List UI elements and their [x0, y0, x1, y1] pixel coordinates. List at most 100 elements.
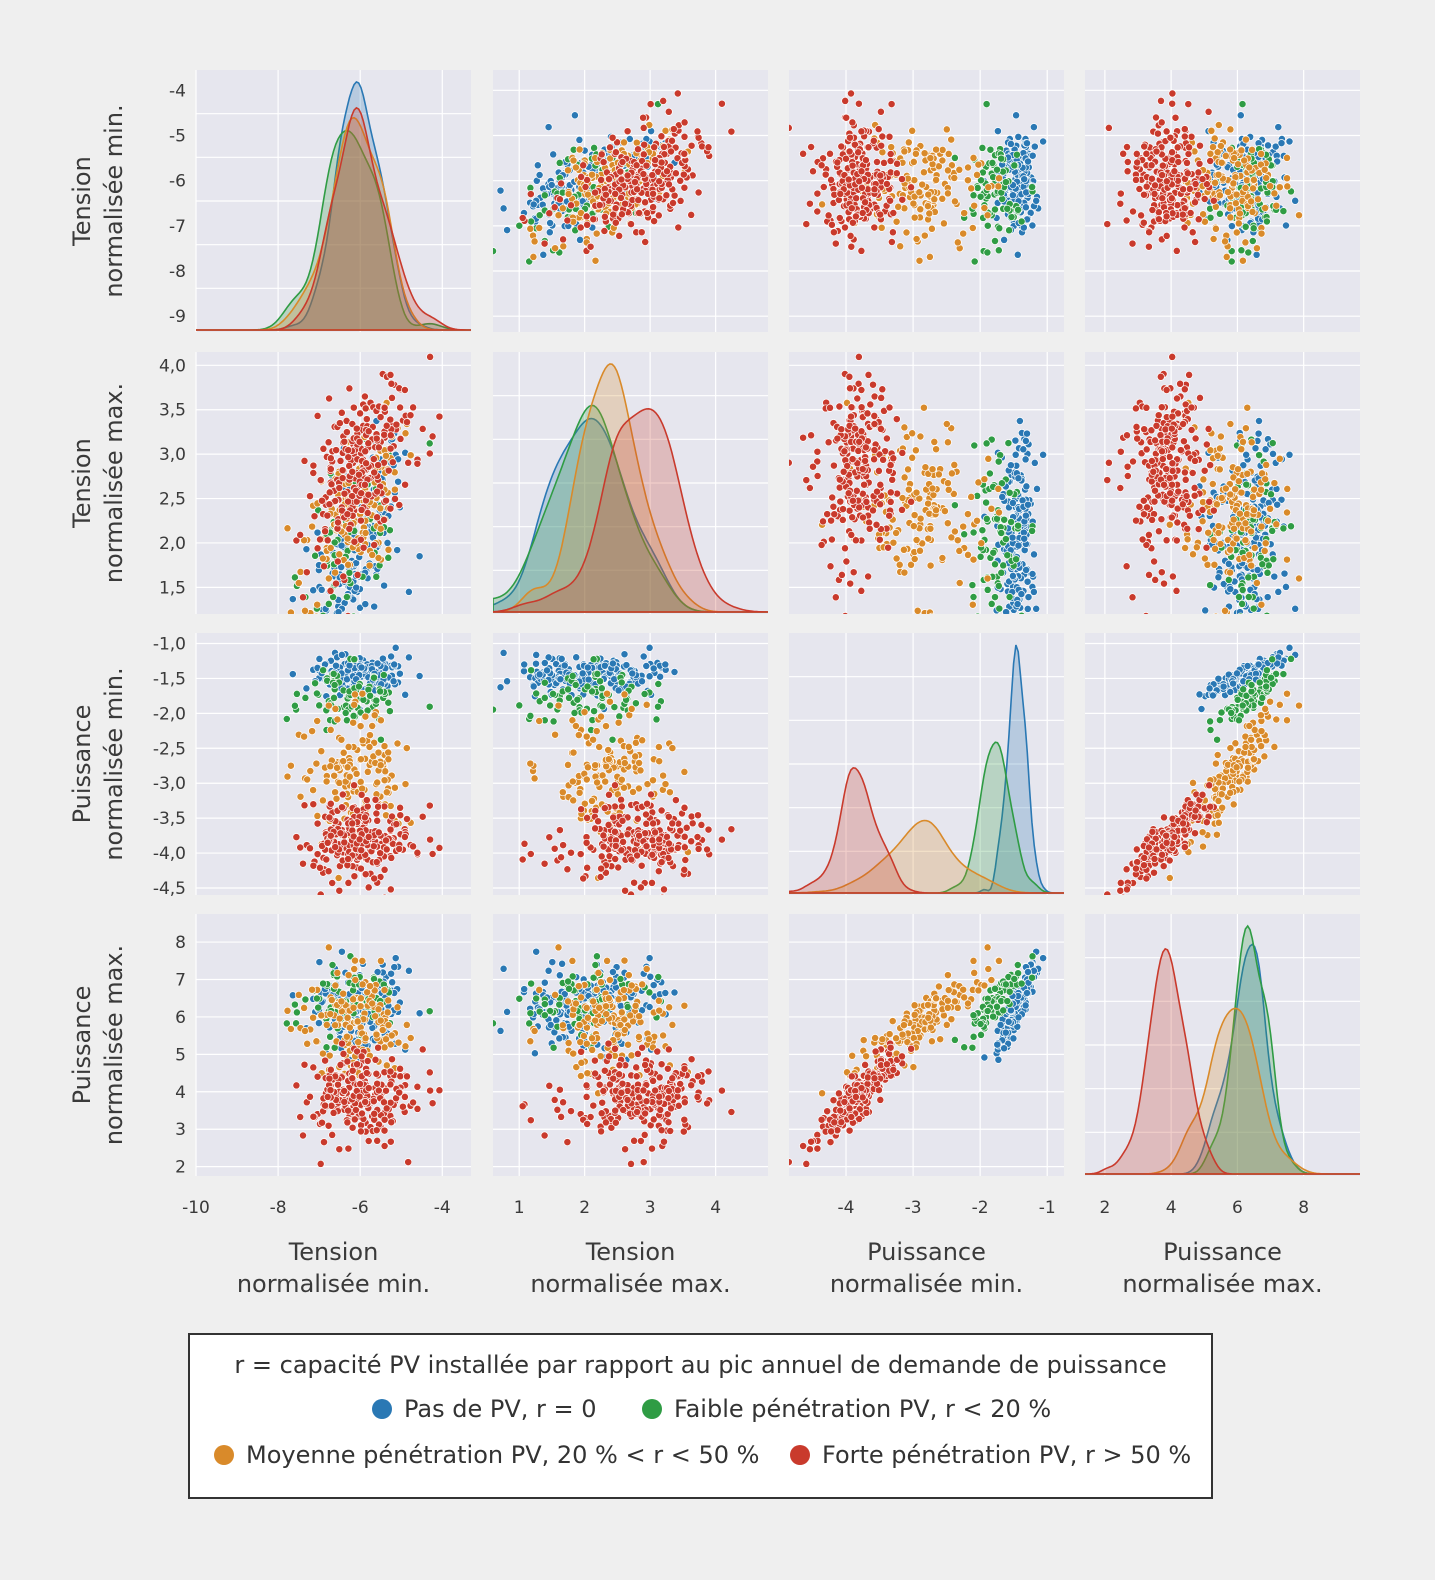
scatter-point	[1249, 604, 1258, 613]
scatter-point	[994, 581, 1003, 590]
scatter-point	[428, 850, 437, 858]
scatter-point	[893, 159, 902, 168]
scatter-point	[1004, 439, 1013, 448]
scatter-point	[1138, 535, 1147, 544]
scatter-point	[650, 217, 659, 226]
scatter-point	[1185, 184, 1194, 193]
scatter-point	[1000, 515, 1009, 524]
panel-marks	[789, 352, 1048, 630]
scatter-point	[331, 704, 340, 713]
scatter-point	[1184, 100, 1193, 109]
scatter-point	[799, 433, 808, 442]
scatter-point	[836, 623, 843, 630]
panel-tmin-tmax	[493, 70, 768, 332]
scatter-point	[1270, 572, 1279, 581]
scatter-point	[970, 441, 979, 450]
scatter-point	[1168, 412, 1177, 421]
scatter-point	[1140, 510, 1148, 519]
scatter-point	[1104, 123, 1113, 132]
scatter-point	[894, 202, 903, 211]
scatter-point	[862, 497, 871, 506]
scatter-point	[847, 530, 856, 539]
scatter-point	[353, 570, 362, 579]
scatter-point	[345, 568, 354, 577]
scatter-point	[283, 772, 292, 781]
scatter-point	[606, 143, 614, 152]
scatter-point	[1021, 455, 1030, 464]
scatter-point	[994, 457, 1003, 466]
scatter-point	[827, 175, 836, 184]
scatter-point	[934, 470, 943, 479]
scatter-point	[373, 778, 382, 787]
scatter-point	[290, 701, 299, 710]
scatter-point	[657, 132, 666, 141]
scatter-point	[847, 412, 855, 421]
scatter-point	[409, 842, 418, 851]
scatter-point	[912, 235, 921, 243]
scatter-point	[1283, 153, 1291, 162]
scatter-point	[333, 557, 342, 566]
scatter-point	[1154, 215, 1163, 224]
scatter-point	[641, 198, 650, 207]
scatter-point	[1161, 425, 1170, 434]
scatter-point	[835, 402, 844, 411]
scatter-point	[1156, 431, 1165, 440]
scatter-point	[676, 196, 685, 205]
scatter-point	[425, 702, 434, 711]
scatter-point	[1194, 215, 1203, 224]
scatter-point	[999, 561, 1008, 570]
panel-marks	[196, 81, 471, 331]
scatter-point	[857, 386, 866, 394]
scatter-point	[1156, 621, 1163, 628]
scatter-point	[435, 412, 444, 421]
scatter-point	[1030, 550, 1038, 559]
panel-tmin-pmin	[789, 70, 1064, 332]
scatter-point	[1133, 158, 1142, 167]
scatter-point	[1029, 587, 1038, 596]
scatter-point	[350, 781, 359, 790]
scatter-point	[1191, 198, 1199, 207]
scatter-point	[855, 503, 864, 512]
scatter-point	[1028, 151, 1037, 160]
scatter-point	[1283, 182, 1292, 191]
scatter-point	[1128, 593, 1137, 602]
scatter-point	[847, 204, 856, 213]
scatter-point	[324, 574, 333, 583]
scatter-point	[886, 497, 895, 506]
scatter-point	[493, 247, 497, 256]
scatter-point	[316, 890, 325, 895]
scatter-point	[1003, 204, 1012, 213]
scatter-point	[1187, 403, 1196, 412]
scatter-point	[876, 424, 885, 433]
scatter-point	[921, 463, 930, 472]
scatter-point	[1183, 524, 1192, 533]
scatter-point	[910, 213, 919, 222]
scatter-point	[335, 419, 344, 428]
scatter-point	[920, 149, 929, 158]
scatter-point	[1261, 445, 1270, 454]
scatter-point	[910, 511, 919, 520]
scatter-point	[870, 420, 879, 428]
scatter-point	[369, 842, 378, 851]
scatter-point	[813, 189, 822, 198]
scatter-point	[1269, 555, 1278, 564]
scatter-point	[1235, 209, 1244, 218]
scatter-point	[1123, 431, 1131, 440]
scatter-point	[877, 141, 886, 150]
scatter-point	[1028, 526, 1037, 535]
scatter-point	[950, 174, 959, 182]
scatter-point	[590, 143, 599, 152]
panel-pmin-tmin	[195, 633, 471, 895]
scatter-point	[1039, 450, 1048, 459]
scatter-point	[1209, 536, 1218, 544]
panel-pmin-tmax	[493, 633, 768, 895]
scatter-point	[879, 455, 888, 464]
scatter-point	[1250, 544, 1259, 552]
scatter-point	[336, 456, 345, 465]
scatter-point	[1209, 235, 1218, 243]
scatter-point	[395, 501, 404, 509]
scatter-point	[393, 739, 402, 748]
scatter-point	[1217, 158, 1226, 167]
scatter-point	[1279, 524, 1288, 533]
scatter-point	[910, 555, 919, 563]
